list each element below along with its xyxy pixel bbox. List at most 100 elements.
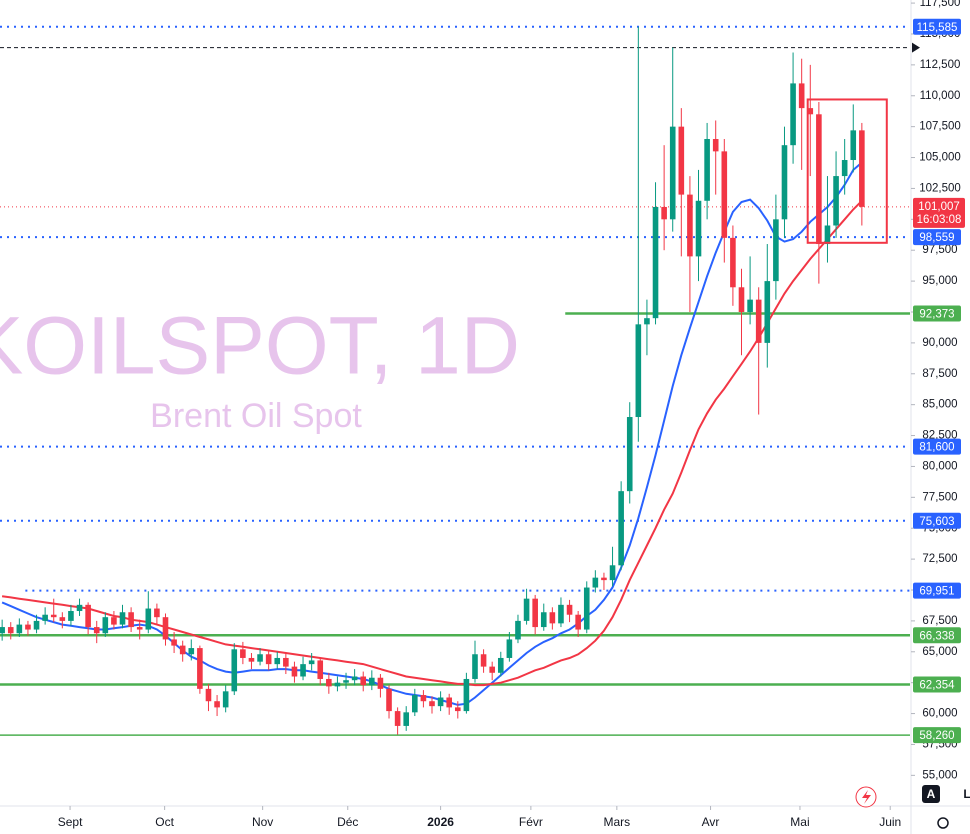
y-tick-label: 85,000 (922, 399, 957, 411)
level-tag-label: 98,559 (919, 232, 954, 244)
level-tag (913, 582, 961, 599)
candle-body (300, 664, 306, 677)
candle-body (790, 83, 796, 146)
level-tag (913, 627, 961, 644)
x-tick-label: Mars (604, 815, 631, 829)
candle-body (764, 281, 771, 343)
y-tick-label: 77,500 (922, 491, 957, 503)
candle-body (669, 126, 676, 220)
candle-body (42, 614, 48, 621)
candle-body (558, 604, 564, 624)
candle-body (566, 604, 573, 615)
candle-body (661, 206, 667, 220)
candle-body (205, 688, 212, 702)
candle-body (343, 680, 349, 683)
candle-body (25, 624, 31, 630)
axis-button[interactable] (958, 785, 970, 803)
y-tick-label: 107,500 (919, 121, 961, 133)
candle-body (626, 417, 633, 492)
x-tick-label: Sept (58, 815, 83, 829)
candle-body (308, 660, 315, 665)
candle-body (351, 676, 358, 681)
y-tick-label: 60,000 (922, 708, 957, 720)
candle-body (231, 649, 238, 692)
level-tag-label: 92,373 (919, 309, 954, 321)
x-tick-label: Déc (337, 815, 358, 829)
candle-body (532, 598, 538, 628)
level-tag-label: 115,585 (917, 22, 958, 34)
y-tick-label: 112,500 (920, 59, 961, 71)
axis-button-label[interactable]: L (963, 787, 970, 801)
axis-button[interactable] (922, 785, 940, 803)
level-tag (913, 438, 961, 455)
candle-body (824, 225, 831, 245)
y-tick-label: 97,500 (922, 244, 957, 256)
candle-body (68, 611, 74, 621)
candle-body (317, 660, 324, 679)
candle-body (248, 657, 255, 662)
candle-body (102, 617, 109, 634)
candle-body (420, 695, 427, 702)
candle-body (747, 299, 753, 312)
settings-icon[interactable] (937, 817, 949, 829)
candle-body (136, 627, 143, 630)
level-tag-label: 66,338 (919, 630, 954, 642)
candle-body (721, 151, 728, 238)
candle-body (188, 648, 195, 655)
candle-body (111, 617, 117, 625)
y-tick-label: 90,000 (922, 337, 957, 349)
y-tick-label: 65,000 (922, 646, 957, 658)
candle-body (429, 701, 435, 707)
candle-body (618, 491, 624, 566)
last-price-tag (913, 197, 965, 228)
y-tick-label: 102,500 (919, 182, 961, 194)
y-tick-label: 105,000 (919, 152, 961, 164)
candle-body (33, 620, 40, 630)
candle-body (446, 697, 452, 708)
candle-body (463, 678, 470, 712)
candle-body (816, 114, 822, 245)
candle-body (265, 654, 272, 665)
level-tag-label: 81,600 (919, 442, 954, 454)
candle-body (540, 612, 547, 628)
y-tick-label: 72,500 (922, 553, 957, 565)
candle-body (738, 287, 745, 312)
candle-body (609, 565, 616, 581)
x-tick-label: Oct (155, 815, 174, 829)
y-tick-label: 117,500 (920, 0, 961, 9)
moving-average (1, 200, 863, 687)
candle-body (360, 676, 367, 686)
candle-body (644, 318, 650, 325)
candle-body (412, 695, 418, 713)
candle-body (119, 612, 126, 625)
y-tick-label: 87,500 (922, 368, 957, 380)
candle-body (85, 604, 91, 628)
candle-body (704, 139, 710, 201)
candle-body (179, 645, 186, 655)
level-tag-label: 69,951 (919, 586, 954, 598)
x-tick-label: Avr (702, 815, 720, 829)
candle-body (154, 608, 160, 618)
level-tag (913, 727, 961, 744)
level-tag-label: 58,260 (919, 730, 954, 742)
level-tag (913, 676, 961, 693)
candle-body (257, 654, 263, 662)
axis-button-label[interactable]: A (927, 787, 936, 801)
candle-body (841, 160, 848, 177)
candle-body (145, 608, 152, 630)
level-tag (913, 18, 961, 35)
candle-body (695, 200, 702, 257)
candle-body (171, 639, 177, 646)
candle-body (773, 219, 779, 282)
y-tick-label: 110,000 (920, 90, 961, 102)
candle-body (575, 614, 581, 630)
countdown: 16:03:08 (917, 214, 962, 226)
level-tag-label: 75,603 (919, 516, 954, 528)
candle-body (437, 697, 444, 707)
candle-body (549, 612, 556, 624)
candle-body (687, 194, 693, 257)
alert-bolt (862, 790, 871, 804)
candle-body (16, 624, 23, 634)
candle-body (394, 711, 401, 726)
